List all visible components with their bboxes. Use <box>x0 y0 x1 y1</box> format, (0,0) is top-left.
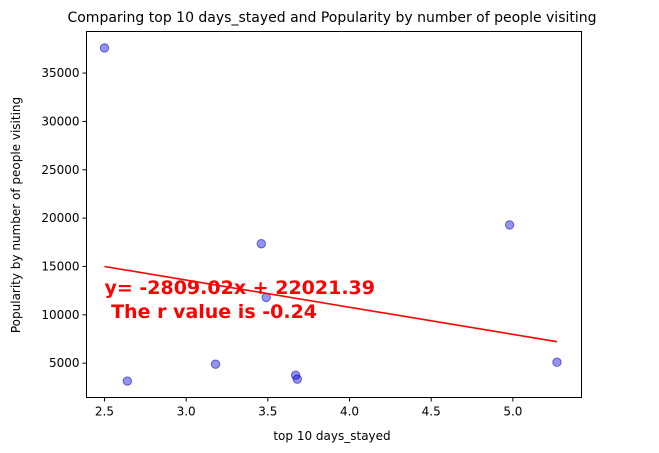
data-points <box>99 43 562 386</box>
regression-line-group <box>104 265 558 343</box>
y-tick-label: 25000 <box>41 163 79 177</box>
annotation-line: The r value is -0.24 <box>104 301 317 323</box>
y-tick-label: 10000 <box>41 308 79 322</box>
y-tick-label: 5000 <box>49 356 80 370</box>
y-axis-label: Popularity by number of people visiting <box>9 97 23 333</box>
x-tick-label: 4.5 <box>422 405 441 419</box>
scatter-point <box>99 43 110 53</box>
x-axis-label: top 10 days_stayed <box>273 429 390 443</box>
x-tick-label: 4.0 <box>340 405 359 419</box>
regression-annotation: y= -2809.02x + 22021.39 The r value is -… <box>104 277 375 323</box>
chart-title: Comparing top 10 days_stayed and Popular… <box>67 10 596 26</box>
scatter-point <box>552 357 562 367</box>
x-tick-label: 3.0 <box>177 405 196 419</box>
annotation-line: y= -2809.02x + 22021.39 <box>104 277 375 299</box>
x-tick-label: 3.5 <box>258 405 277 419</box>
scatter-point <box>504 220 515 230</box>
plot-frame <box>86 31 582 398</box>
y-tick-label: 30000 <box>41 114 79 128</box>
y-tick-label: 35000 <box>41 66 79 80</box>
y-tick-label: 20000 <box>41 211 79 225</box>
scatter-point <box>210 359 221 369</box>
x-tick-label: 2.5 <box>95 405 114 419</box>
y-tick-label: 15000 <box>41 259 79 273</box>
x-axis-ticks: 2.5 3.0 3.5 4.0 4.5 5.0 <box>95 397 522 419</box>
scatter-point <box>122 376 133 386</box>
x-tick-label: 5.0 <box>503 405 522 419</box>
y-axis-ticks: 5000 10000 15000 20000 25000 30000 35000 <box>41 66 87 370</box>
regression-line <box>104 265 558 343</box>
scatter-point <box>256 239 267 249</box>
scatter-point <box>292 374 302 384</box>
